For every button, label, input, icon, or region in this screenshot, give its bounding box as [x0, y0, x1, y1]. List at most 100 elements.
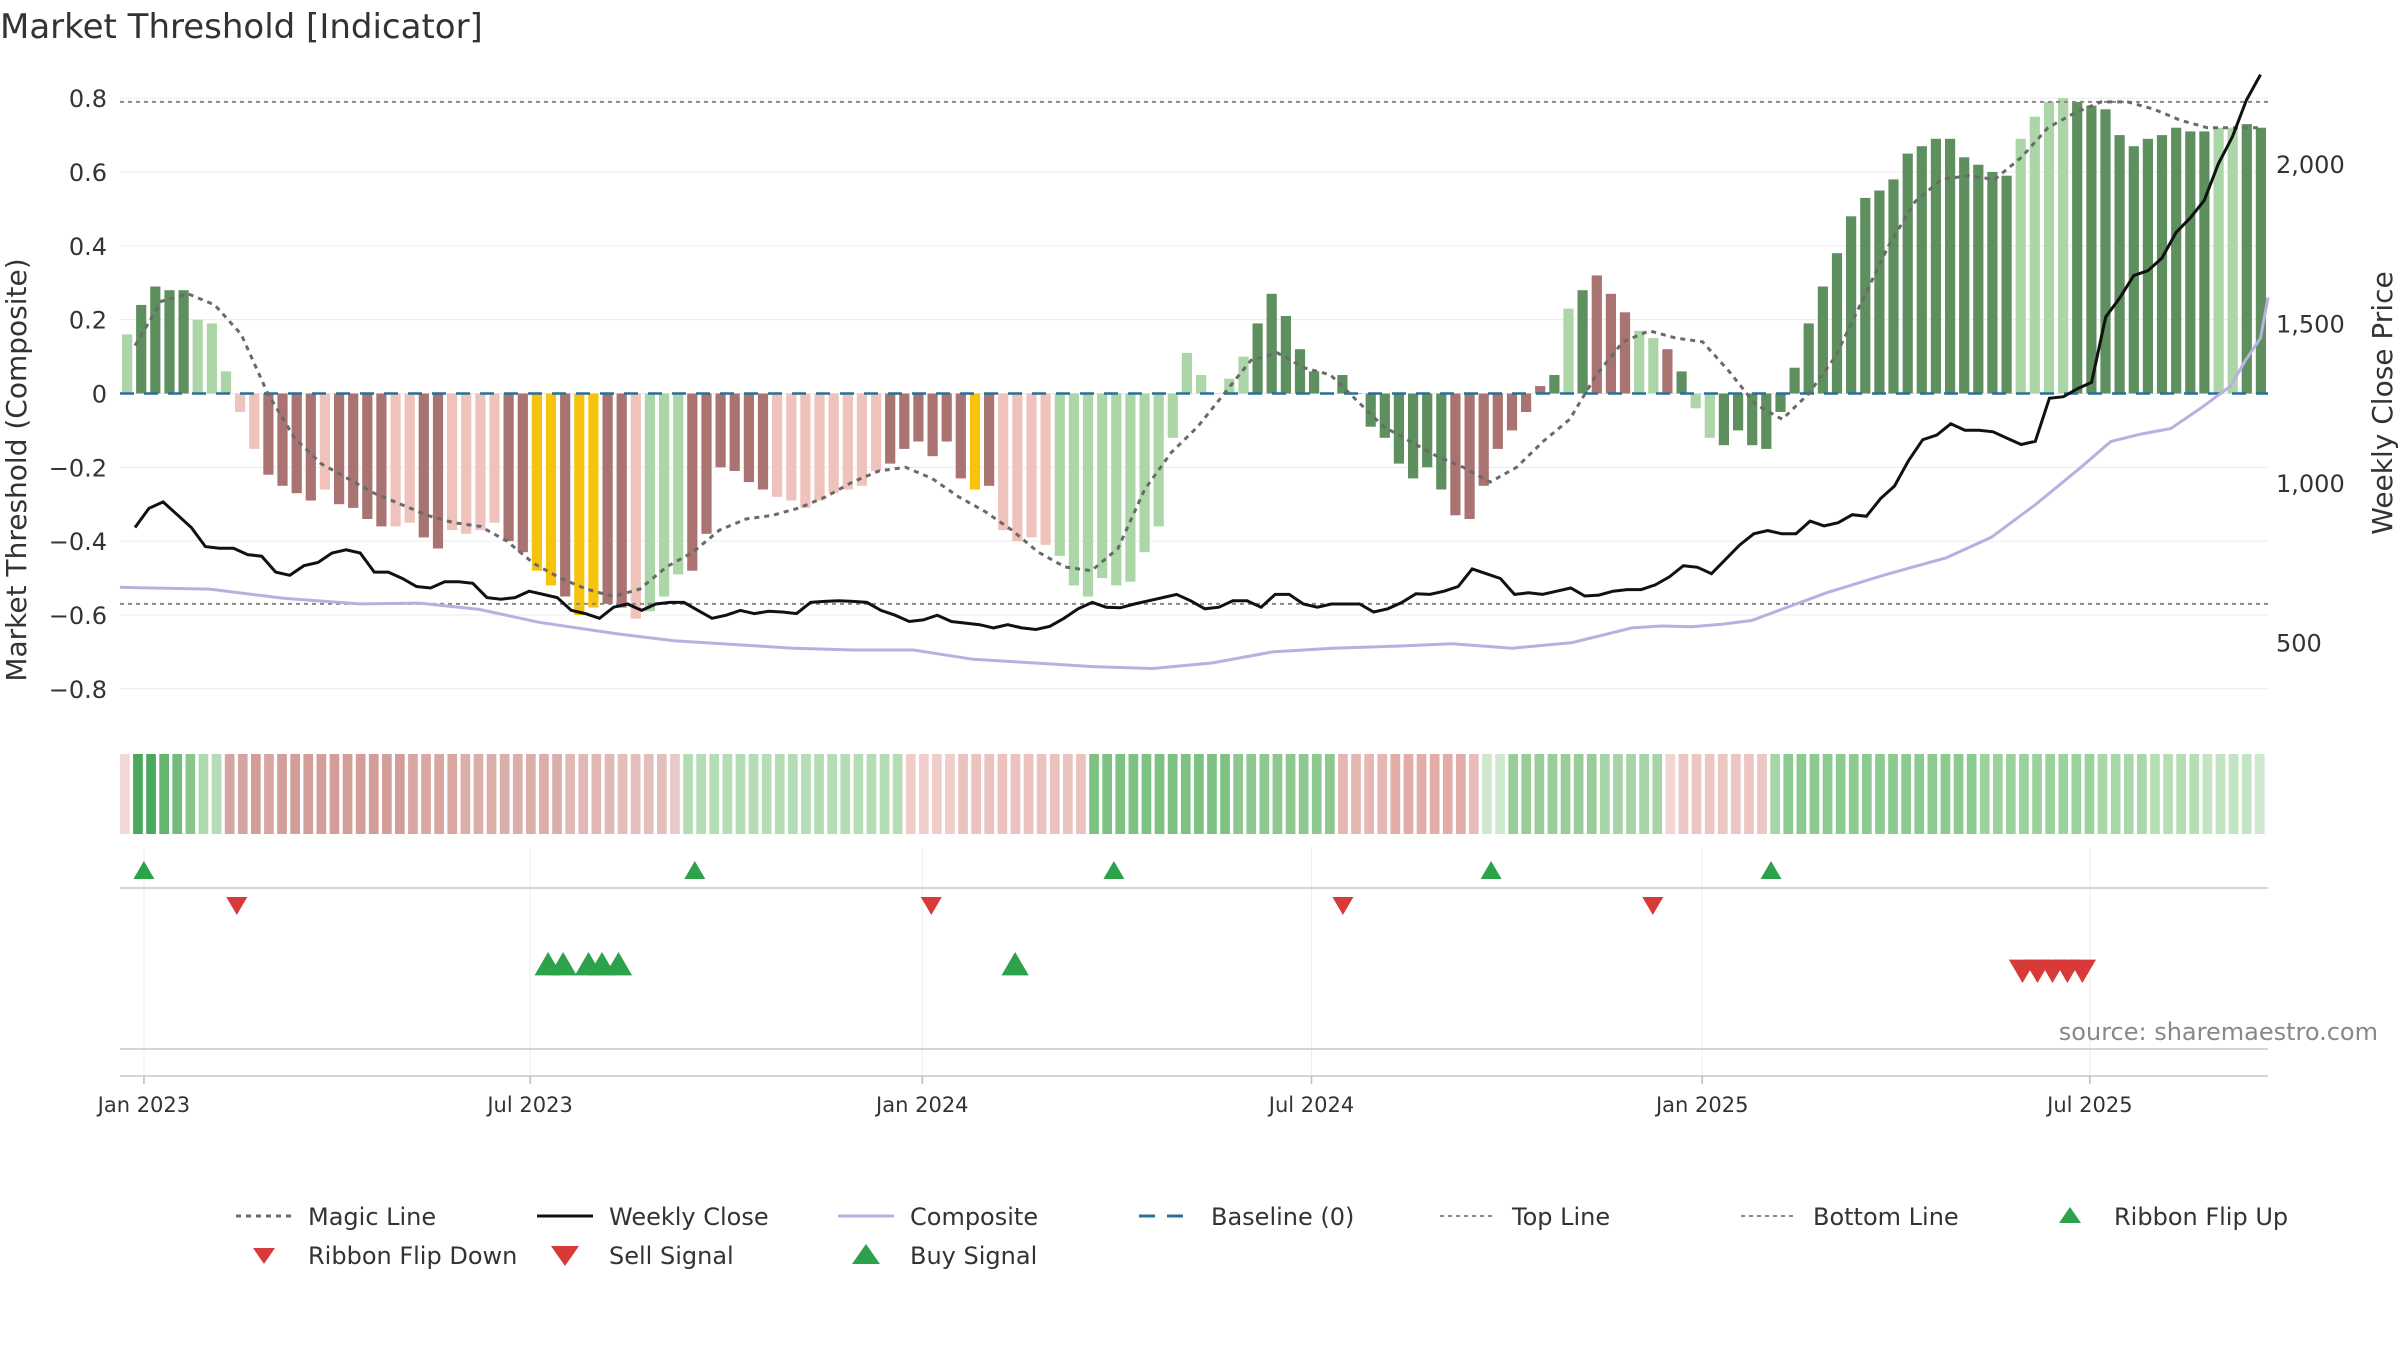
ribbon-cell	[486, 754, 497, 834]
composite-bar	[418, 393, 429, 538]
composite-bar	[659, 393, 670, 597]
composite-bar	[588, 393, 599, 608]
composite-bar	[1309, 371, 1320, 394]
composite-bar	[220, 371, 232, 394]
ribbon-cell	[421, 754, 431, 834]
x-tick-label: Jul 2025	[2045, 1093, 2132, 1117]
legend-label: Weekly Close	[609, 1203, 769, 1231]
composite-bar	[545, 393, 557, 586]
ribbon-cell	[120, 754, 130, 834]
composite-bar	[1464, 393, 1475, 519]
composite-bar	[856, 393, 867, 486]
composite-bar	[1916, 146, 1927, 394]
ribbon-cell	[1049, 754, 1060, 834]
legend-swatch-flip-up	[2059, 1207, 2081, 1223]
ribbon-cell	[1259, 754, 1270, 834]
legend-label: Magic Line	[308, 1203, 436, 1231]
ribbon-cell	[512, 754, 523, 834]
composite-bar	[192, 319, 203, 394]
chart-title: Market Threshold [Indicator]	[0, 7, 483, 47]
buy-signal-marker	[549, 952, 577, 976]
legend-item: Sell Signal	[551, 1242, 734, 1270]
composite-bar	[899, 393, 910, 449]
legend-label: Baseline (0)	[1211, 1203, 1354, 1231]
composite-bar	[2086, 105, 2097, 394]
ribbon-cell	[1364, 754, 1374, 834]
composite-bar	[2142, 138, 2153, 394]
right-tick-label: 1,500	[2276, 310, 2345, 338]
buy-signal-marker	[1001, 952, 1029, 976]
composite-bar	[1294, 349, 1306, 394]
ribbon-cell	[277, 754, 287, 834]
ribbon-cell	[617, 754, 628, 834]
ribbon-cell	[526, 754, 536, 834]
composite-bar	[1393, 393, 1404, 464]
composite-bar	[503, 393, 514, 542]
composite-bar	[1959, 157, 1970, 394]
signal-panels	[120, 861, 2268, 1077]
composite-bar	[305, 393, 316, 501]
ribbon-flip-up-marker	[1480, 861, 1502, 879]
composite-bar	[122, 334, 133, 394]
ribbon-cell	[329, 754, 340, 834]
ribbon-cell	[1848, 754, 1859, 834]
ribbon-cell	[434, 754, 444, 834]
composite-bar	[1521, 393, 1532, 412]
composite-bar	[432, 393, 444, 549]
ribbon-cell	[2176, 754, 2186, 834]
composite-bar	[927, 393, 938, 457]
ribbon-cell	[159, 754, 169, 834]
right-axis-ticks: 2,000 1,500 1,000 500	[2276, 151, 2345, 657]
ribbon-cell	[905, 754, 916, 834]
ribbon-cell	[1338, 754, 1348, 834]
composite-bar	[984, 393, 995, 486]
left-tick-label: −0.2	[49, 454, 107, 482]
ribbon-flip-up-marker	[684, 861, 706, 879]
composite-bar	[602, 393, 613, 604]
ribbon-cell	[958, 754, 968, 834]
composite-bar	[1082, 393, 1094, 597]
composite-bar	[291, 393, 302, 494]
composite-bar	[1563, 308, 1574, 394]
ribbon-cell	[1862, 754, 1872, 834]
composite-bar	[1690, 393, 1701, 409]
ribbon-cell	[2241, 754, 2252, 834]
ribbon-cell	[2137, 754, 2147, 834]
ribbon-cell	[1102, 754, 1112, 834]
ribbon-cell	[2254, 754, 2265, 834]
ribbon-cell	[919, 754, 929, 834]
composite-bar	[1987, 172, 1998, 394]
legend-item: Buy Signal	[852, 1242, 1037, 1270]
ribbon-cell	[264, 754, 274, 834]
ribbon-cell	[1993, 754, 2003, 834]
composite-bar	[1860, 197, 1871, 394]
x-axis-ticks: Jan 2023 Jul 2023 Jan 2024 Jul 2024 Jan 2025…	[96, 1076, 2133, 1117]
composite-bar	[1704, 393, 1715, 438]
composite-bar	[786, 393, 797, 501]
ribbon-cell	[1403, 754, 1414, 834]
ribbon-cell	[473, 754, 484, 834]
composite-bar	[743, 393, 754, 483]
composite-bar	[1789, 367, 1800, 394]
left-axis-label: Market Threshold (Composite)	[0, 258, 33, 681]
composite-bar	[1973, 164, 1984, 394]
composite-bar	[1888, 179, 1899, 394]
composite-bar	[1068, 393, 1079, 586]
trend-ribbon	[120, 754, 2265, 834]
composite-bar	[1945, 138, 1956, 394]
ribbon-cell	[1298, 754, 1309, 834]
ribbon-cell	[1534, 754, 1545, 834]
left-tick-label: −0.4	[49, 528, 107, 556]
left-tick-label: 0.6	[69, 159, 107, 187]
composite-bar	[1803, 323, 1814, 394]
ribbon-cell	[2163, 754, 2173, 834]
ribbon-cell	[2202, 754, 2213, 834]
ribbon-cell	[1613, 754, 1623, 834]
composite-bar	[1761, 393, 1772, 449]
composite-bar	[1492, 393, 1503, 449]
ribbon-cell	[892, 754, 903, 834]
composite-bar	[1634, 330, 1645, 394]
weekly-close-line	[133, 73, 2262, 632]
composite-bar	[1775, 393, 1786, 412]
composite-bar	[1167, 393, 1178, 438]
